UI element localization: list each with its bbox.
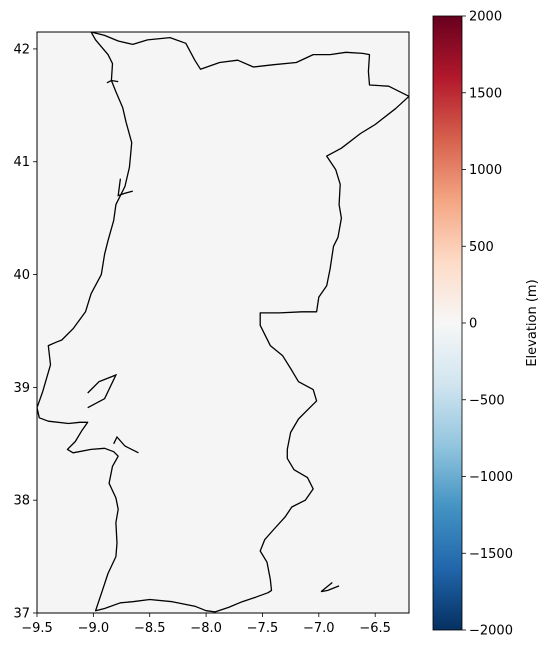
colorbar-label: Elevation (m) [525, 279, 540, 366]
colorbar-tick-label: −1000 [469, 470, 513, 485]
map-outlines [37, 32, 409, 613]
x-tick-label: −6.5 [359, 621, 391, 636]
map-frame [36, 31, 410, 614]
x-tick-label: −9.0 [78, 621, 110, 636]
x-tick-label: −8.0 [190, 621, 222, 636]
coastal-feature-line [320, 581, 340, 593]
coastal-feature-line [113, 435, 139, 454]
y-tick-label: 42 [13, 42, 30, 57]
colorbar-tick-label: 1500 [469, 86, 502, 101]
colorbar-ticks: 2000 1500 1000 500 0 −500 −1000 −1500 −2000 [462, 10, 513, 639]
map-axes: −9.5 −9.0 −8.5 −8.0 −7.5 −7.0 −6.5 37 38 39 40 41 4… [13, 31, 410, 636]
colorbar-tick-label: −1500 [469, 547, 513, 562]
x-tick-label: −7.5 [247, 621, 279, 636]
x-tick-label: −7.0 [303, 621, 335, 636]
colorbar-tick-label: 500 [469, 240, 494, 255]
coastal-feature-line [117, 178, 133, 197]
coastal-feature-line [87, 373, 118, 409]
colorbar-tick-label: −2000 [469, 624, 513, 639]
x-axis-ticks: −9.5 −9.0 −8.5 −8.0 −7.5 −7.0 −6.5 [21, 613, 391, 636]
y-tick-label: 40 [13, 268, 30, 283]
y-tick-label: 38 [13, 494, 30, 509]
colorbar-tick-label: 2000 [469, 10, 502, 25]
colorbar-tick-label: 0 [469, 317, 477, 332]
x-tick-label: −8.5 [134, 621, 166, 636]
coastline-border-line [37, 32, 409, 613]
map-background [37, 32, 409, 613]
colorbar-tick-label: 1000 [469, 163, 502, 178]
coastal-feature-line [106, 79, 119, 84]
colorbar-gradient [433, 16, 462, 630]
y-tick-label: 37 [13, 607, 30, 622]
colorbar-tick-label: −500 [469, 393, 505, 408]
y-tick-label: 41 [13, 155, 30, 170]
x-tick-label: −9.5 [21, 621, 53, 636]
colorbar: 2000 1500 1000 500 0 −500 −1000 −1500 −2000 Elev… [432, 10, 540, 639]
y-tick-label: 39 [13, 381, 30, 396]
y-axis-ticks: 37 38 39 40 41 42 [13, 42, 37, 622]
